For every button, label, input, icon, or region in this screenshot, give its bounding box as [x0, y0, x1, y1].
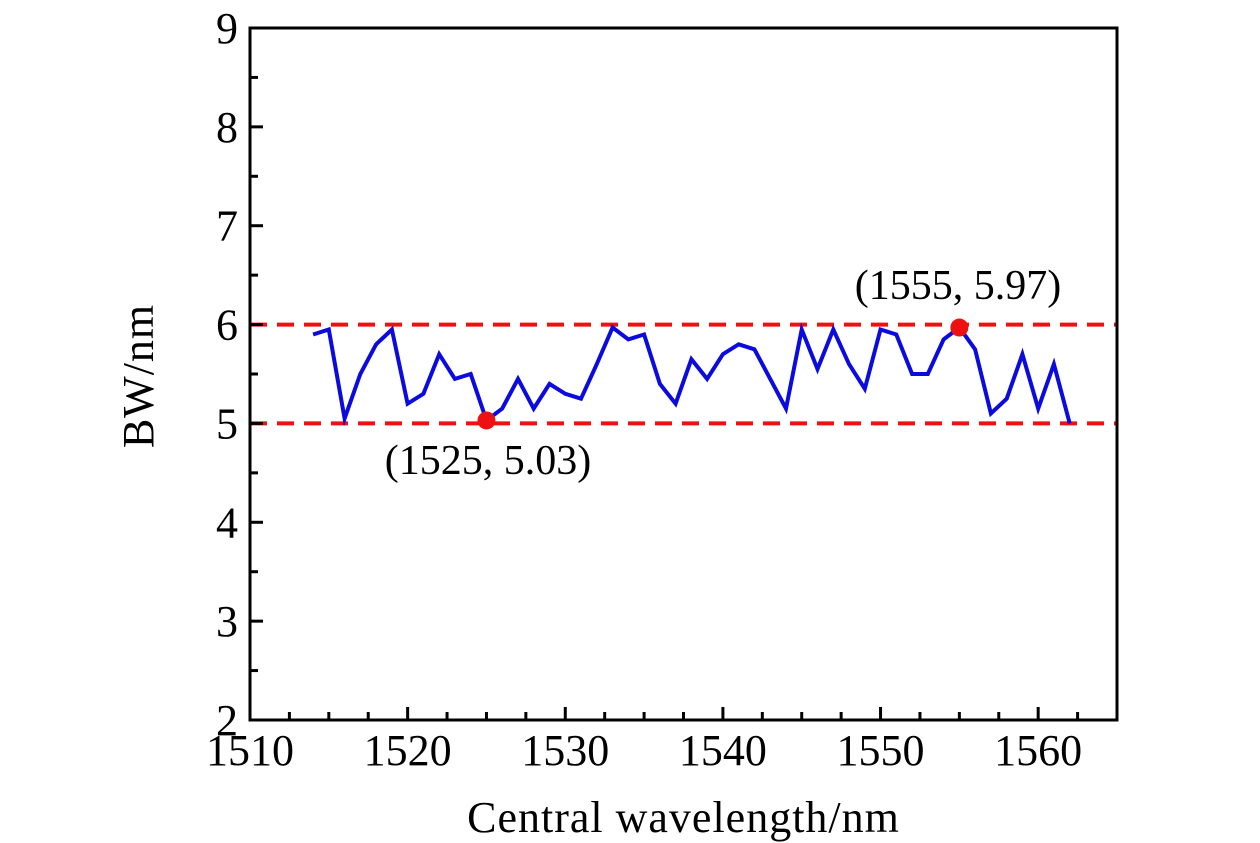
y-tick-label: 4	[216, 498, 238, 547]
x-tick-label: 1510	[206, 726, 294, 775]
y-tick-label: 3	[216, 597, 238, 646]
y-tick-label: 5	[216, 399, 238, 448]
y-tick-label: 7	[216, 202, 238, 251]
y-tick-label: 9	[216, 4, 238, 53]
plot-frame	[248, 26, 1119, 722]
y-tick-label: 8	[216, 103, 238, 152]
x-tick-label: 1560	[994, 726, 1082, 775]
data-point-marker	[950, 318, 969, 337]
annotation-min-point: (1525, 5.03)	[384, 438, 592, 484]
annotation-max-point: (1555, 5.97)	[854, 263, 1062, 309]
x-tick-label: 1550	[837, 726, 925, 775]
x-axis-title: Central wavelength/nm	[467, 793, 900, 842]
data-point-marker	[477, 411, 496, 430]
y-tick-label: 6	[216, 301, 238, 350]
y-axis-title: BW/nm	[114, 303, 163, 449]
x-tick-label: 1540	[679, 726, 767, 775]
x-tick-label: 1530	[521, 726, 609, 775]
series-line	[312, 322, 1072, 427]
x-tick-label: 1520	[364, 726, 452, 775]
y-tick-label: 2	[216, 696, 238, 745]
